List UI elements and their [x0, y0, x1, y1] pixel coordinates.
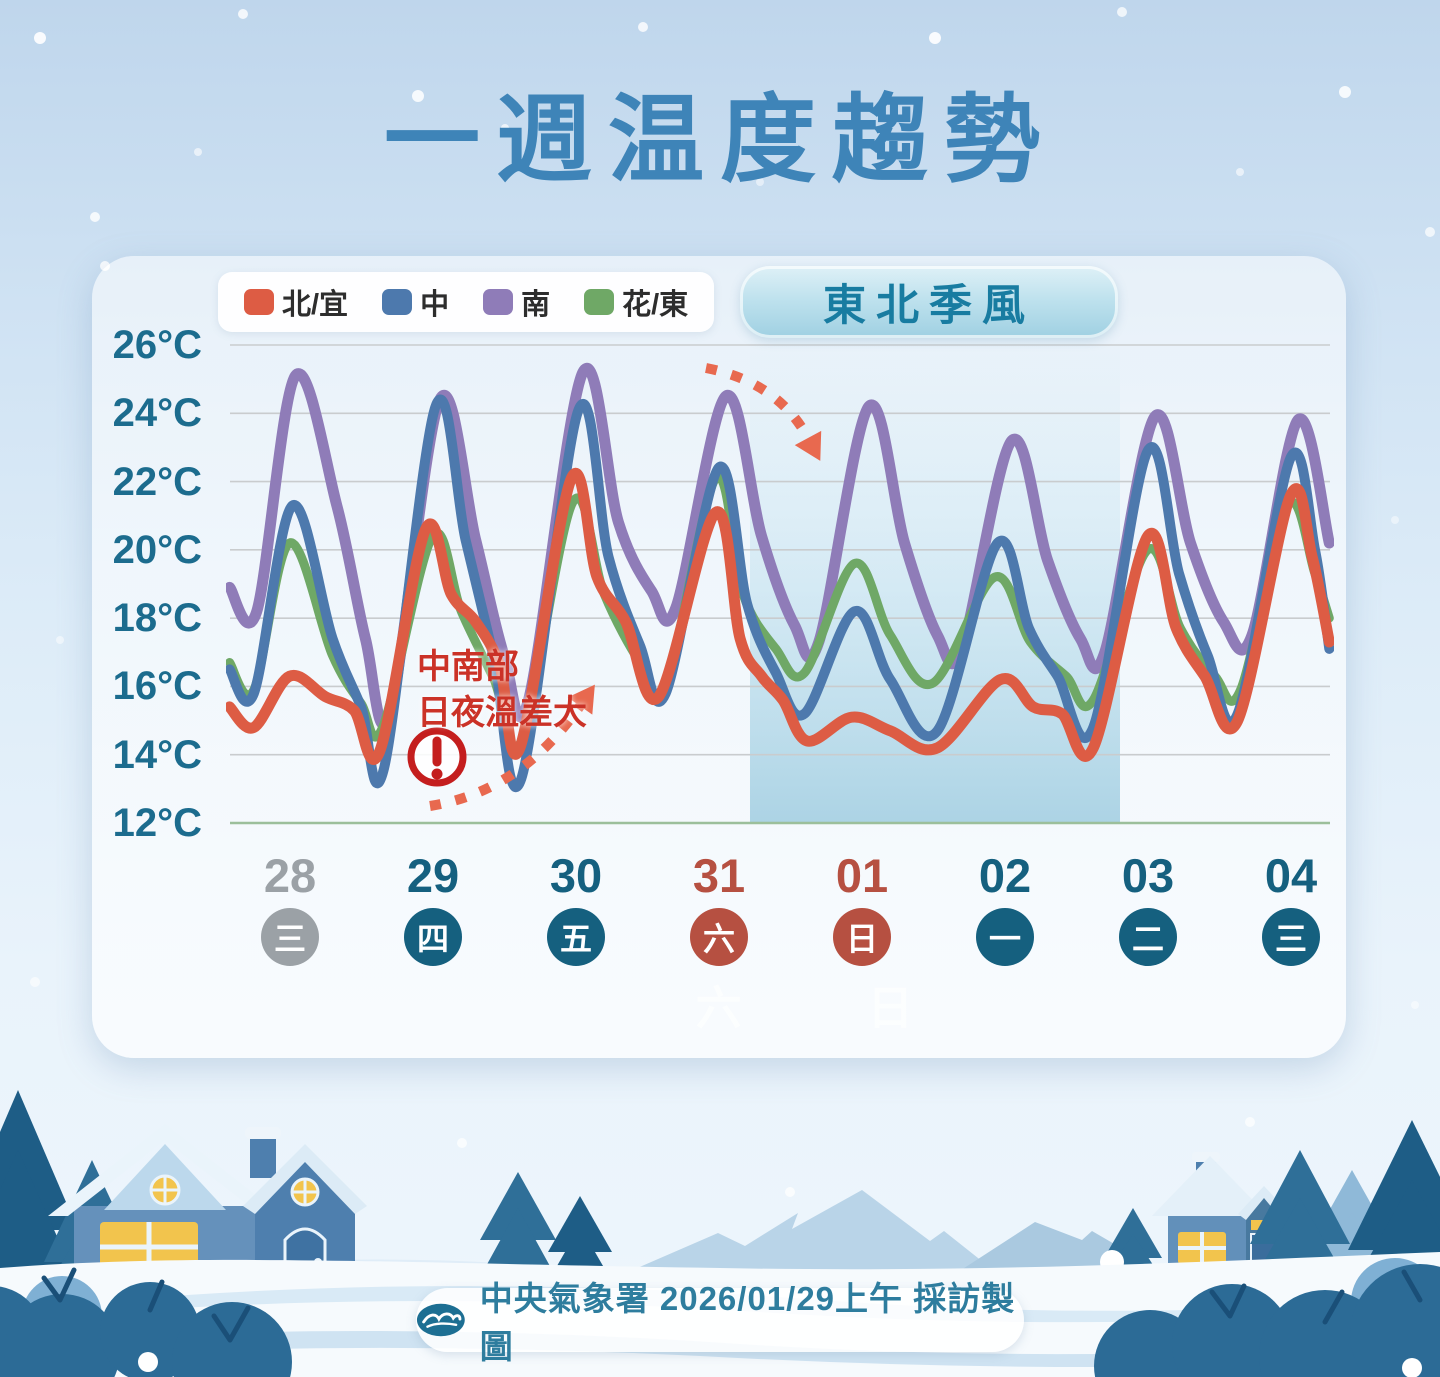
- pine-tree: [1340, 1120, 1440, 1324]
- legend-swatch: [584, 289, 615, 315]
- weekday-circle: 四: [404, 908, 462, 966]
- snowflake-dot: [925, 1257, 935, 1267]
- y-axis-label: 18°C: [112, 596, 202, 641]
- pine-tree: [1098, 1208, 1168, 1288]
- attic-face: [104, 1144, 226, 1210]
- weekday-circle: 日: [833, 908, 891, 966]
- yellow-window: [1178, 1232, 1226, 1264]
- door: [1250, 1233, 1278, 1283]
- day-label: 30: [549, 849, 603, 902]
- day-label: 01: [835, 849, 889, 902]
- door-transom: [1251, 1220, 1277, 1230]
- legend-label: 花/東: [622, 289, 689, 321]
- arched-door: [283, 1227, 327, 1284]
- day-label: 04: [1264, 849, 1318, 902]
- legend-item: 中: [382, 281, 449, 323]
- snowflake-dot: [1411, 1001, 1419, 1009]
- y-axis-label: 24°C: [112, 391, 202, 436]
- snowflake-dot: [56, 636, 64, 644]
- footer-text: 中央氣象署 2026/01/29上午 採訪製圖: [479, 1280, 1016, 1365]
- house-wall: [1168, 1210, 1252, 1282]
- y-axis-label: 12°C: [112, 801, 202, 845]
- diurnal-range-annotation: 中南部 日夜溫差大: [417, 645, 587, 737]
- weekday-circle: 三: [261, 908, 319, 966]
- weekday-circle: 六: [690, 908, 748, 966]
- snowflake-dot: [30, 977, 40, 987]
- pine-tree: [1242, 1150, 1358, 1312]
- gable-wall: [1246, 1192, 1282, 1282]
- gable-round-window: [290, 1177, 320, 1207]
- main-roof: [1152, 1156, 1268, 1216]
- legend-item: 北/宜: [244, 281, 348, 323]
- snowflake-dot: [929, 32, 941, 44]
- left-house: [48, 1124, 367, 1284]
- snowflake-dot: [638, 22, 648, 32]
- day-label: 28: [263, 849, 317, 902]
- attic-round-window: [149, 1174, 181, 1206]
- door-knob: [314, 1258, 322, 1266]
- cwa-logo-icon: [416, 1303, 465, 1337]
- snowflake-dot: [1117, 7, 1127, 17]
- y-axis-label: 26°C: [112, 323, 202, 367]
- snowflake-dot: [785, 1187, 795, 1197]
- day-label: 02: [978, 849, 1032, 902]
- snowflake-dot: [238, 9, 248, 19]
- snowflake-dot: [1391, 516, 1399, 524]
- day-label: 03: [1121, 849, 1175, 902]
- monsoon-badge-label: 東北季風: [823, 282, 1035, 330]
- legend-item: 南: [483, 281, 550, 323]
- y-axis-label: 14°C: [112, 732, 202, 777]
- pine-tree: [1300, 1170, 1404, 1296]
- day-label: 31: [692, 849, 746, 902]
- snowflake-dot: [457, 1138, 467, 1148]
- house-wall: [74, 1206, 260, 1282]
- gable-wall: [255, 1152, 355, 1282]
- bush: [1094, 1258, 1440, 1377]
- day-label: 29: [406, 849, 460, 902]
- legend: 北/宜 中 南 花/東: [218, 272, 715, 332]
- snowflake-dot: [1406, 1257, 1418, 1269]
- annotation-line-1: 中南部: [417, 648, 519, 686]
- snowflake-dot: [1425, 227, 1435, 237]
- chimney: [1196, 1158, 1216, 1192]
- chimney: [250, 1134, 276, 1178]
- legend-label: 中: [420, 289, 450, 321]
- snowflake-dot: [90, 212, 100, 222]
- pine-tree: [0, 1090, 88, 1320]
- chimney-snow-cap: [245, 1127, 281, 1139]
- y-axis-label: 16°C: [112, 664, 202, 709]
- legend-swatch: [244, 289, 274, 315]
- legend-swatch: [483, 289, 514, 315]
- main-roof: [48, 1124, 282, 1216]
- pine-tree: [36, 1160, 148, 1320]
- weekday-circle: 五: [547, 908, 605, 966]
- gable-roof: [243, 1144, 367, 1214]
- weekend-watermark: 六: [695, 982, 742, 1034]
- right-house: [1152, 1152, 1290, 1283]
- legend-label: 北/宜: [282, 289, 349, 321]
- weekend-watermark: 日: [867, 982, 914, 1034]
- snowflake-dot: [34, 32, 46, 44]
- bush: [0, 1267, 292, 1377]
- weekday-circle: 一: [976, 908, 1034, 966]
- y-axis-label: 22°C: [112, 459, 202, 504]
- door-knob: [1266, 1256, 1274, 1264]
- snowflake-dot: [1245, 1117, 1255, 1127]
- footer: 中央氣象署 2026/01/29上午 採訪製圖: [416, 1280, 1024, 1365]
- annotation-line-2: 日夜溫差大: [417, 693, 587, 732]
- legend-label: 南: [521, 289, 551, 321]
- monsoon-badge: 東北季風: [740, 266, 1118, 338]
- y-axis-label: 20°C: [112, 527, 202, 572]
- weekday-circle: 三: [1262, 908, 1320, 966]
- weekday-circle: 二: [1119, 908, 1177, 966]
- yellow-window: [100, 1222, 198, 1272]
- mountain-range-left: [598, 1190, 1012, 1285]
- gable-roof: [1238, 1186, 1290, 1220]
- legend-item: 花/東: [584, 281, 688, 323]
- legend-swatch: [382, 289, 413, 315]
- page-title: 一週温度趨勢: [384, 87, 1056, 194]
